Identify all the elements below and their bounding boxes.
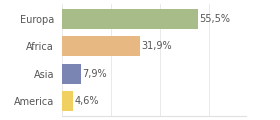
Text: 55,5%: 55,5% bbox=[200, 14, 231, 24]
Bar bbox=[62, 9, 198, 29]
Text: 7,9%: 7,9% bbox=[82, 69, 107, 79]
Text: 4,6%: 4,6% bbox=[74, 96, 99, 106]
Bar bbox=[62, 36, 140, 56]
Bar bbox=[62, 64, 81, 84]
Text: 31,9%: 31,9% bbox=[141, 41, 172, 51]
Bar bbox=[62, 91, 73, 111]
